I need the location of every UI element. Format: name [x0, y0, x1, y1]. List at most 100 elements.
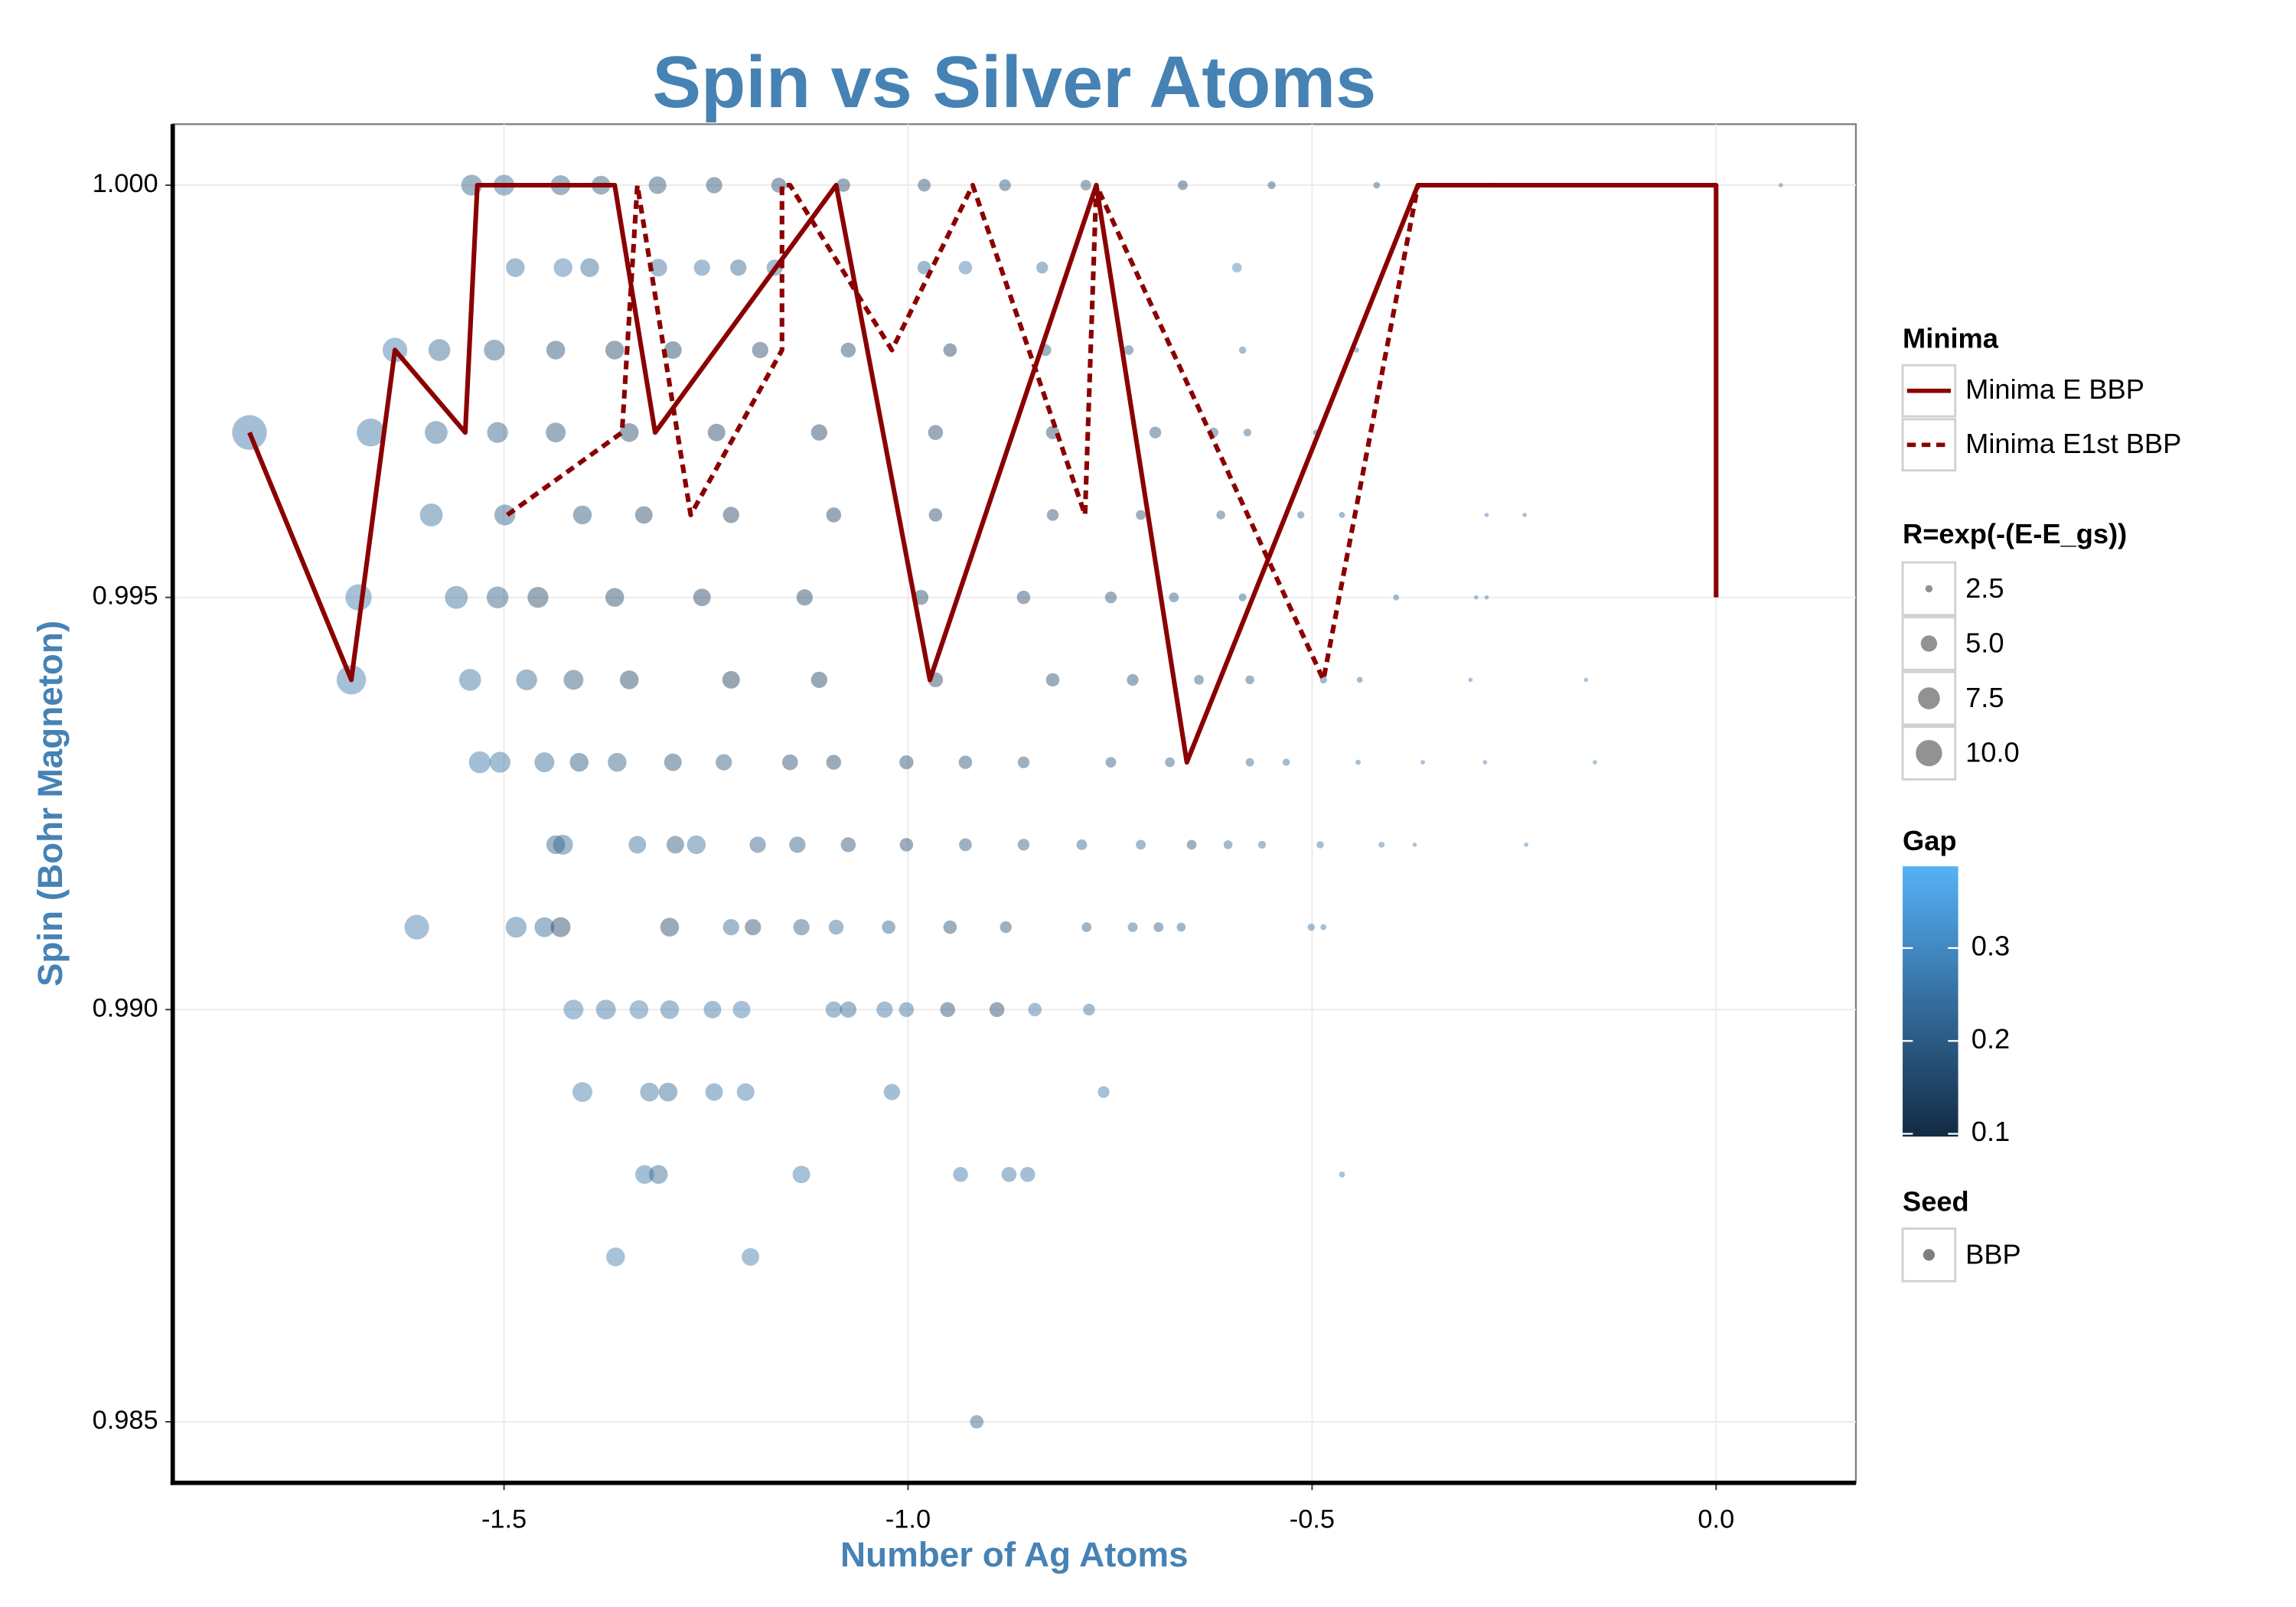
scatter-point [1412, 843, 1417, 847]
scatter-point [666, 836, 684, 854]
scatter-point [1267, 181, 1276, 190]
scatter-point [706, 177, 722, 194]
scatter-point [693, 588, 711, 607]
scatter-point [970, 1415, 984, 1429]
scatter-point [635, 1165, 654, 1185]
scatter-point [742, 1248, 760, 1266]
scatter-point [1356, 676, 1363, 683]
scatter-point [1231, 262, 1242, 273]
minima-line [247, 182, 1719, 765]
legend-title: Gap [1903, 825, 1957, 856]
scatter-point [943, 343, 957, 357]
legend-title: R=exp(-(E-E_gs)) [1903, 518, 2127, 549]
scatter-point [1178, 180, 1188, 191]
scatter-point [572, 505, 592, 525]
scatter-point [1316, 841, 1324, 849]
scatter-point [1169, 592, 1179, 603]
scatter-point [825, 1001, 842, 1018]
scatter-point [534, 752, 555, 773]
scatter-point [1046, 509, 1059, 521]
scatter-point [553, 834, 573, 855]
scatter-point [899, 1002, 915, 1018]
legend-size-dot [1925, 585, 1933, 593]
legend-size-dot [1920, 635, 1938, 652]
scatter-point [546, 341, 566, 360]
scatter-point [882, 920, 895, 934]
scatter-point [1473, 595, 1479, 600]
scatter-point [664, 753, 682, 771]
scatter-point [546, 422, 566, 443]
scatter-point [943, 920, 957, 934]
scatter-point [1468, 677, 1473, 683]
scatter-point [664, 341, 682, 359]
scatter-point [1136, 839, 1146, 850]
scatter-point [1355, 759, 1362, 765]
scatter-point [840, 342, 856, 358]
scatter-point [789, 836, 806, 853]
scatter-point [1583, 677, 1589, 683]
scatter-point [569, 752, 589, 772]
scatter-point [1036, 262, 1049, 274]
scatter-point [404, 914, 429, 940]
scatter-point [1307, 923, 1316, 931]
legend-label: 5.0 [1965, 627, 2004, 658]
scatter-point [484, 339, 505, 361]
scatter-point [707, 423, 726, 442]
scatter-point [840, 1001, 857, 1018]
scatter-point [1127, 922, 1138, 932]
scatter-point [428, 339, 451, 361]
scatter-point [1522, 513, 1527, 517]
scatter-point [606, 1247, 625, 1266]
scatter-point [899, 755, 914, 770]
scatter-point [876, 1001, 893, 1018]
scatter-point [1176, 922, 1186, 932]
scatter-point [810, 424, 827, 441]
scatter-point [917, 260, 931, 275]
scatter-point [1104, 591, 1117, 604]
scatter-point [1296, 511, 1305, 519]
scatter-point [1194, 675, 1204, 685]
scatter-point [953, 1167, 968, 1182]
scatter-point [1339, 512, 1345, 518]
scatter-point [595, 999, 616, 1020]
scatter-point [1373, 181, 1381, 189]
scatter-point [1097, 1086, 1110, 1098]
scatter-point [745, 918, 762, 936]
scatter-point [782, 754, 798, 771]
scatter-point [357, 418, 385, 447]
scatter-point [1186, 839, 1197, 850]
legend-title: Minima [1903, 322, 1999, 354]
scatter-point [826, 507, 842, 523]
scatter-point [687, 835, 706, 855]
legend-key [1901, 670, 1957, 726]
scatter-point [550, 917, 571, 937]
scatter-point [660, 1000, 680, 1019]
scatter-point [660, 918, 680, 937]
scatter-point [1001, 1167, 1017, 1182]
scatter-point [527, 587, 549, 608]
y-tick-label: 0.995 [93, 582, 158, 611]
legend-label: Minima E BBP [1965, 373, 2144, 405]
scatter-point [1216, 510, 1225, 520]
scatter-point [1127, 673, 1139, 686]
chart-title: Spin vs Silver Atoms [652, 42, 1376, 123]
scatter-point [722, 507, 739, 523]
scatter-point [1243, 429, 1252, 437]
scatter-point [826, 755, 842, 770]
scatter-point [628, 836, 647, 854]
scatter-point [1223, 840, 1233, 849]
scatter-point [732, 1000, 751, 1019]
scatter-point [899, 838, 914, 852]
legend-title: Seed [1903, 1186, 1969, 1217]
scatter-point [959, 838, 972, 852]
scatter-point [553, 258, 572, 277]
scatter-point [928, 425, 944, 440]
scatter-point [1354, 347, 1359, 353]
scatter-point [648, 1165, 668, 1185]
scatter-point [1778, 183, 1783, 187]
scatter-point [505, 916, 527, 938]
scatter-point [1081, 922, 1092, 932]
scatter-point [419, 504, 443, 526]
